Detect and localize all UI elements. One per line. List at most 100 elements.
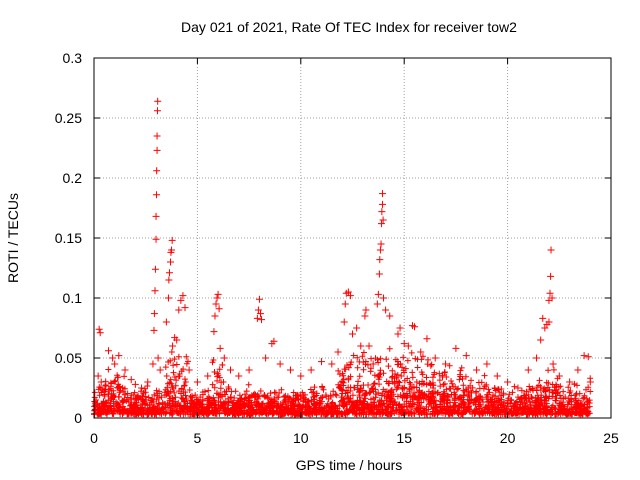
data-point xyxy=(121,366,129,374)
y-tick-label: 0.3 xyxy=(63,50,83,66)
data-point xyxy=(211,312,219,320)
data-point xyxy=(341,300,349,308)
data-point xyxy=(154,97,162,105)
data-point xyxy=(328,360,336,368)
x-tick-label: 15 xyxy=(396,430,412,446)
x-tick-label: 0 xyxy=(90,430,98,446)
data-point xyxy=(547,272,555,280)
data-point xyxy=(270,337,278,345)
data-point xyxy=(173,336,181,344)
data-point xyxy=(539,314,547,322)
data-point xyxy=(382,306,390,314)
data-point xyxy=(213,294,221,302)
data-point xyxy=(185,366,193,374)
data-point xyxy=(175,306,183,314)
data-point xyxy=(151,287,159,295)
data-point xyxy=(152,212,160,220)
data-point xyxy=(317,358,325,366)
data-point xyxy=(378,200,386,208)
y-tick-label: 0.2 xyxy=(63,170,83,186)
y-tick-label: 0.05 xyxy=(55,350,82,366)
data-point xyxy=(262,354,270,362)
data-point xyxy=(396,324,404,332)
data-point xyxy=(216,344,224,352)
data-point xyxy=(104,347,112,355)
data-point xyxy=(226,366,234,374)
data-point xyxy=(541,324,549,332)
data-point xyxy=(131,380,139,388)
data-point xyxy=(253,314,261,322)
data-point xyxy=(204,372,212,380)
data-point xyxy=(514,384,522,392)
data-point xyxy=(353,324,361,332)
data-point xyxy=(462,352,470,360)
data-point xyxy=(373,300,381,308)
data-point xyxy=(256,310,264,318)
data-point xyxy=(379,216,387,224)
data-point xyxy=(109,354,117,362)
data-point xyxy=(168,246,176,254)
data-point xyxy=(349,330,356,338)
data-point xyxy=(153,132,161,140)
y-tick-label: 0 xyxy=(74,410,82,426)
data-point xyxy=(214,290,222,298)
data-point xyxy=(149,360,157,368)
data-point xyxy=(115,352,123,360)
data-point xyxy=(168,236,176,244)
x-tick-label: 5 xyxy=(194,430,202,446)
data-point xyxy=(431,354,439,362)
data-point xyxy=(150,326,158,334)
data-point xyxy=(165,276,173,284)
x-tick-label: 25 xyxy=(603,430,619,446)
data-point xyxy=(378,190,386,198)
data-point xyxy=(97,378,105,386)
data-point xyxy=(377,240,385,248)
data-point xyxy=(404,342,412,350)
data-point xyxy=(377,220,385,228)
data-point xyxy=(346,292,354,300)
data-point xyxy=(546,289,554,297)
data-point xyxy=(584,353,592,361)
data-point xyxy=(254,306,262,314)
data-point xyxy=(369,360,377,368)
y-tick-label: 0.1 xyxy=(63,290,83,306)
data-point xyxy=(181,304,189,312)
data-point xyxy=(235,372,243,380)
data-point xyxy=(94,372,102,380)
data-point xyxy=(537,336,545,344)
data-point xyxy=(150,310,158,318)
data-point xyxy=(152,235,160,243)
data-point xyxy=(156,366,164,374)
data-point xyxy=(286,366,294,374)
data-point xyxy=(307,366,315,374)
data-point xyxy=(210,328,218,336)
axis-ticks xyxy=(93,57,612,419)
data-point xyxy=(258,316,266,324)
data-point xyxy=(297,372,305,380)
data-point xyxy=(152,191,160,199)
chart-title: Day 021 of 2021, Rate Of TEC Index for r… xyxy=(181,19,517,35)
x-tick-label: 20 xyxy=(500,430,516,446)
data-point xyxy=(524,366,532,374)
data-point xyxy=(376,256,384,264)
data-point xyxy=(423,335,431,343)
data-point xyxy=(169,342,177,350)
data-point xyxy=(153,146,161,154)
data-point xyxy=(361,312,369,320)
data-point xyxy=(255,295,263,303)
data-point xyxy=(378,208,386,216)
data-point xyxy=(452,344,460,352)
grid-lines xyxy=(94,58,611,418)
data-point xyxy=(154,354,162,362)
data-point xyxy=(138,384,146,392)
data-point xyxy=(276,360,284,368)
y-tick-label: 0.25 xyxy=(55,110,82,126)
data-point xyxy=(179,292,187,300)
x-tick-label: 10 xyxy=(293,430,309,446)
data-point xyxy=(375,270,383,278)
data-point xyxy=(167,258,175,266)
data-point xyxy=(344,288,352,296)
data-point xyxy=(473,366,481,374)
data-point xyxy=(111,360,119,368)
data-point xyxy=(127,376,135,384)
